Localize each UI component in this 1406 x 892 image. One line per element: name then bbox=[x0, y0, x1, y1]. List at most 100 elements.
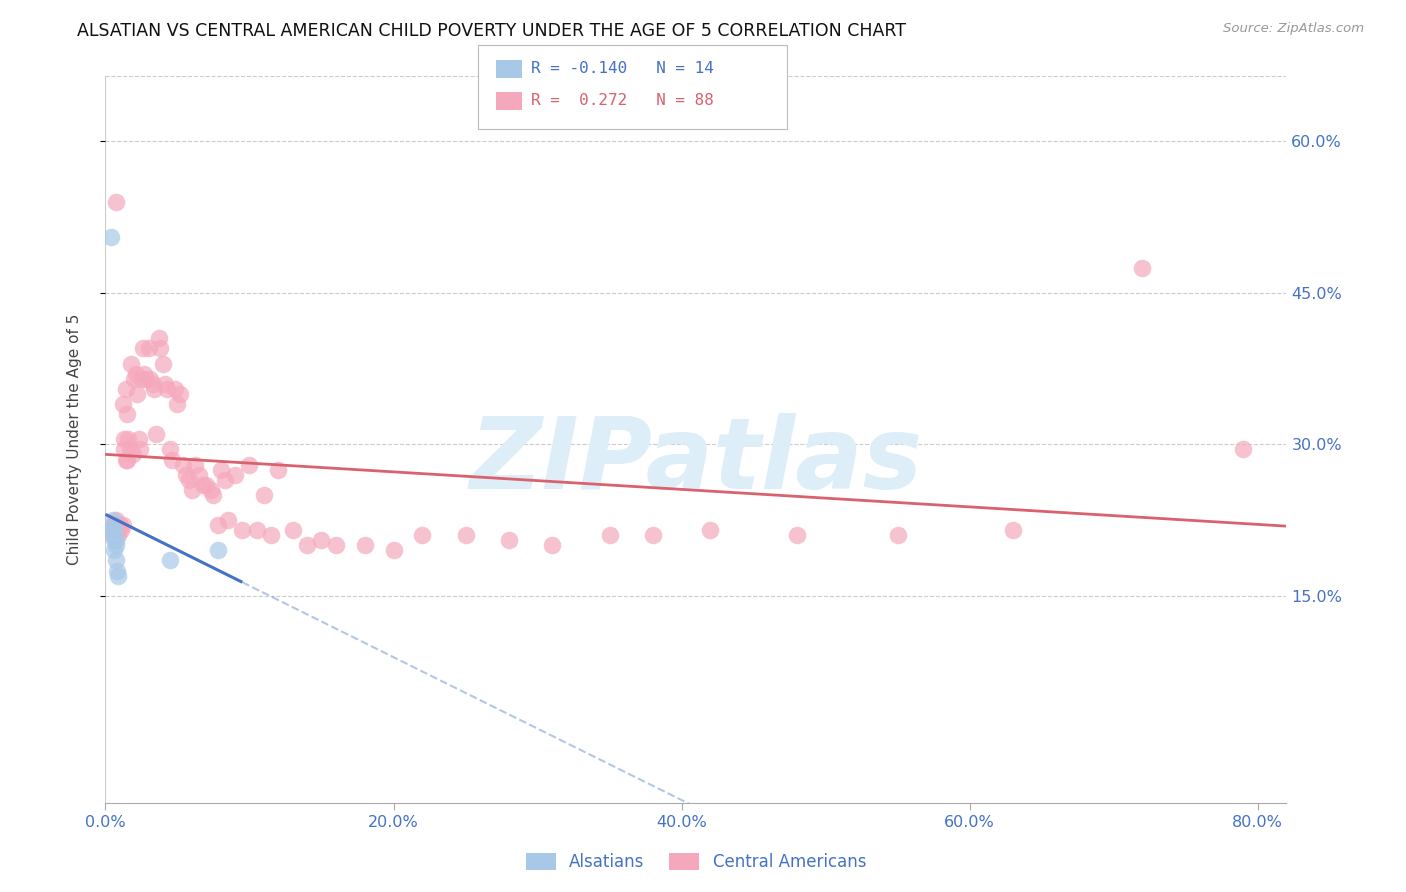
Point bbox=[135, 372, 157, 386]
Point bbox=[100, 523, 122, 537]
Point bbox=[117, 433, 139, 447]
Point bbox=[105, 523, 128, 537]
Point bbox=[202, 488, 225, 502]
Point bbox=[382, 543, 405, 558]
Legend: Alsatians, Central Americans: Alsatians, Central Americans bbox=[526, 853, 866, 871]
Point bbox=[253, 488, 276, 502]
Point bbox=[156, 382, 179, 396]
Point bbox=[786, 528, 808, 542]
Point bbox=[1001, 523, 1024, 537]
Point bbox=[108, 518, 131, 533]
Point bbox=[177, 473, 200, 487]
Point bbox=[111, 518, 134, 533]
Point bbox=[195, 477, 218, 491]
Point bbox=[118, 442, 141, 457]
Point bbox=[599, 528, 621, 542]
Point bbox=[104, 553, 127, 567]
Point bbox=[209, 462, 232, 476]
Point bbox=[100, 230, 122, 244]
Point bbox=[149, 342, 172, 356]
Point bbox=[153, 376, 176, 391]
Text: Source: ZipAtlas.com: Source: ZipAtlas.com bbox=[1223, 22, 1364, 36]
Point bbox=[353, 538, 375, 552]
Point bbox=[498, 533, 520, 548]
Point bbox=[100, 523, 122, 537]
Point bbox=[699, 523, 721, 537]
Point bbox=[325, 538, 347, 552]
Point bbox=[128, 433, 150, 447]
Point bbox=[159, 553, 181, 567]
Point bbox=[281, 523, 304, 537]
Point bbox=[139, 372, 162, 386]
Point bbox=[121, 447, 143, 461]
Point bbox=[129, 442, 152, 457]
Point bbox=[214, 473, 236, 487]
Point bbox=[104, 513, 127, 527]
Point bbox=[103, 533, 125, 548]
Point bbox=[103, 543, 125, 558]
Point bbox=[246, 523, 269, 537]
Point bbox=[103, 523, 125, 537]
Point bbox=[454, 528, 477, 542]
Point bbox=[142, 376, 165, 391]
Point bbox=[180, 483, 202, 497]
Point bbox=[101, 518, 124, 533]
Y-axis label: Child Poverty Under the Age of 5: Child Poverty Under the Age of 5 bbox=[67, 314, 82, 565]
Point bbox=[104, 194, 127, 209]
Point bbox=[541, 538, 564, 552]
Point bbox=[217, 513, 239, 527]
Point bbox=[115, 407, 138, 421]
Point bbox=[160, 452, 183, 467]
Point bbox=[238, 458, 260, 472]
Point bbox=[125, 367, 148, 381]
Point bbox=[107, 568, 129, 582]
Point bbox=[231, 523, 253, 537]
Point bbox=[1132, 260, 1154, 275]
Point bbox=[122, 372, 145, 386]
Point bbox=[101, 523, 124, 537]
Point bbox=[143, 382, 166, 396]
Point bbox=[101, 528, 124, 542]
Point bbox=[103, 518, 125, 533]
Point bbox=[105, 518, 128, 533]
Point bbox=[200, 483, 222, 497]
Point bbox=[641, 528, 664, 542]
Point bbox=[107, 528, 129, 542]
Text: R = -0.140   N = 14: R = -0.140 N = 14 bbox=[531, 61, 714, 76]
Point bbox=[163, 382, 186, 396]
Point bbox=[152, 357, 174, 371]
Point bbox=[886, 528, 908, 542]
Point bbox=[101, 513, 124, 527]
Point bbox=[120, 357, 142, 371]
Point bbox=[188, 467, 211, 482]
Point bbox=[107, 523, 129, 537]
Point bbox=[193, 477, 215, 491]
Point bbox=[311, 533, 333, 548]
Text: ZIPatlas: ZIPatlas bbox=[470, 413, 922, 509]
Point bbox=[411, 528, 433, 542]
Text: R =  0.272   N = 88: R = 0.272 N = 88 bbox=[531, 93, 714, 108]
Point bbox=[114, 382, 136, 396]
Point bbox=[105, 564, 128, 578]
Point bbox=[169, 387, 191, 401]
Point bbox=[166, 397, 188, 411]
Point bbox=[112, 442, 135, 457]
Text: ALSATIAN VS CENTRAL AMERICAN CHILD POVERTY UNDER THE AGE OF 5 CORRELATION CHART: ALSATIAN VS CENTRAL AMERICAN CHILD POVER… bbox=[77, 22, 907, 40]
Point bbox=[184, 458, 207, 472]
Point bbox=[112, 433, 135, 447]
Point bbox=[295, 538, 318, 552]
Point bbox=[104, 538, 127, 552]
Point bbox=[134, 367, 156, 381]
Point bbox=[159, 442, 181, 457]
Point bbox=[207, 518, 229, 533]
Point bbox=[127, 387, 149, 401]
Point bbox=[114, 452, 136, 467]
Point bbox=[224, 467, 246, 482]
Point bbox=[148, 331, 170, 345]
Point bbox=[110, 523, 132, 537]
Point bbox=[138, 342, 160, 356]
Point bbox=[174, 467, 197, 482]
Point bbox=[111, 397, 134, 411]
Point bbox=[132, 342, 155, 356]
Point bbox=[172, 458, 194, 472]
